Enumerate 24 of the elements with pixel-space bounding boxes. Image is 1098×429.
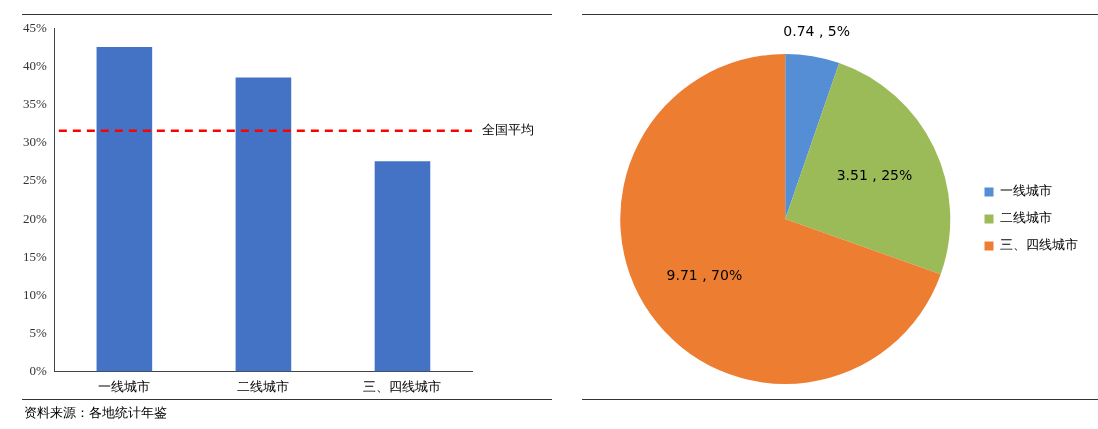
data-label: 0.74 , 5% [783,22,851,39]
y-tick-label: 5% [29,324,47,340]
text: 资料来源：各地统计年鉴 [24,404,167,422]
y-tick-label: 10% [22,286,47,302]
y-tick-label: 35% [22,96,47,112]
ref-line-label: 全国平均 [482,122,534,138]
data-label: 3.51 , 25% [836,166,913,183]
x-tick-label: 一线城市 [98,378,151,394]
bar [96,47,153,372]
x-tick-label: 三、四线城市 [363,378,442,394]
legend-label: 一线城市 [1000,183,1052,199]
y-tick-label: 40% [22,58,47,74]
bar [374,161,431,372]
y-tick-label: 0% [29,362,47,378]
legend-label: 二线城市 [1000,210,1052,226]
y-tick-label: 20% [22,210,47,226]
y-tick-label: 15% [22,248,47,264]
y-tick-label: 30% [22,134,47,150]
bar [235,77,292,372]
y-tick-label: 45% [22,20,47,36]
x-tick-label: 二线城市 [237,378,290,394]
legend-label: 三、四线城市 [1000,237,1078,253]
data-label: 9.71 , 70% [666,266,743,283]
y-tick-label: 25% [22,172,47,188]
